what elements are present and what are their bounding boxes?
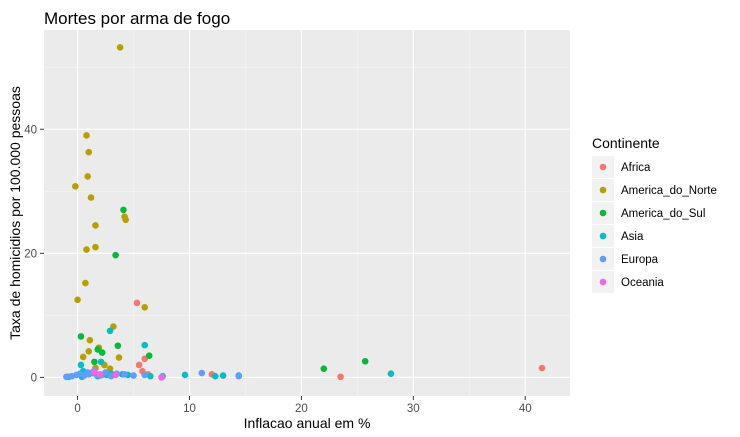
point-america-do-norte: [122, 216, 129, 224]
y-axis: 0 20 40: [24, 124, 44, 384]
point-america-do-norte: [83, 132, 90, 139]
point-america-do-norte: [92, 243, 99, 251]
point-america-do-sul: [98, 349, 106, 356]
point-oceania: [96, 370, 104, 378]
point-america-do-sul: [320, 365, 328, 373]
point-america-do-norte: [141, 303, 149, 311]
legend-swatch: [599, 209, 607, 217]
point-oceania: [158, 374, 165, 381]
point-asia: [77, 361, 85, 369]
point-america-do-norte: [84, 173, 91, 180]
x-tick-label: 40: [519, 403, 532, 415]
data-points: [63, 44, 546, 381]
legend-swatch: [599, 163, 607, 171]
point-america-do-norte: [79, 353, 87, 361]
legend-swatch: [599, 232, 607, 240]
legend-label: Asia: [621, 231, 644, 243]
point-america-do-sul: [145, 352, 153, 359]
point-africa: [133, 299, 141, 307]
point-europa: [63, 373, 70, 381]
chart-title: Mortes por arma de fogo: [44, 9, 230, 28]
point-america-do-norte: [115, 354, 123, 361]
y-tick-label: 20: [24, 248, 37, 260]
legend-label: America_do_Norte: [621, 185, 717, 197]
point-europa: [84, 369, 91, 376]
legend-title: Continente: [592, 135, 660, 151]
point-asia: [106, 327, 114, 335]
y-tick-label: 0: [31, 372, 37, 384]
point-america-do-norte: [87, 194, 95, 201]
point-asia: [141, 341, 149, 349]
point-america-do-norte: [92, 222, 99, 229]
legend-swatch: [599, 278, 607, 286]
point-africa: [538, 364, 546, 372]
point-america-do-sul: [77, 333, 85, 340]
point-america-do-norte: [72, 183, 79, 190]
point-america-do-norte: [83, 246, 90, 253]
point-america-do-sul: [112, 251, 119, 259]
point-europa: [141, 371, 149, 379]
point-africa: [135, 361, 143, 369]
point-africa: [337, 373, 344, 381]
x-tick-label: 10: [183, 403, 196, 415]
point-america-do-norte: [74, 296, 81, 304]
point-oceania: [91, 368, 98, 376]
legend-swatch: [599, 186, 607, 194]
point-europa: [235, 372, 243, 380]
x-tick-label: 0: [74, 403, 80, 415]
point-europa: [102, 369, 109, 376]
point-america-do-sul: [361, 357, 369, 365]
point-asia: [211, 372, 219, 380]
point-europa: [130, 372, 137, 379]
x-axis: 0 10 20 30 40: [74, 396, 532, 415]
point-asia: [387, 370, 395, 377]
point-asia: [219, 372, 227, 379]
point-europa: [198, 369, 206, 377]
point-america-do-norte: [86, 336, 94, 344]
x-tick-label: 20: [295, 403, 308, 415]
legend-swatch: [599, 255, 607, 263]
point-america-do-sul: [91, 358, 98, 366]
legend-label: Oceania: [621, 277, 664, 289]
plot-panel: [44, 30, 570, 396]
x-axis-title: Inflacao anual em %: [244, 415, 371, 431]
point-asia: [97, 358, 105, 366]
point-america-do-norte: [106, 365, 114, 373]
point-asia: [181, 371, 189, 379]
point-america-do-norte: [85, 148, 93, 156]
point-oceania: [112, 371, 119, 379]
point-asia: [147, 372, 154, 380]
y-tick-label: 40: [24, 124, 37, 136]
y-axis-title: Taxa de homicidios por 100.000 pessoas: [7, 86, 23, 340]
x-tick-label: 30: [407, 403, 420, 415]
point-america-do-sul: [120, 206, 127, 214]
legend-label: Africa: [621, 162, 651, 174]
legend-label: America_do_Sul: [621, 208, 705, 220]
point-america-do-norte: [85, 348, 93, 355]
point-america-do-sul: [114, 342, 122, 350]
legend: Continente Africa America_do_Norte America…: [592, 135, 717, 293]
point-europa: [121, 370, 128, 378]
point-america-do-norte: [116, 44, 124, 51]
grid-lines: [44, 30, 570, 396]
point-america-do-norte: [82, 279, 89, 287]
legend-label: Europa: [621, 254, 659, 266]
